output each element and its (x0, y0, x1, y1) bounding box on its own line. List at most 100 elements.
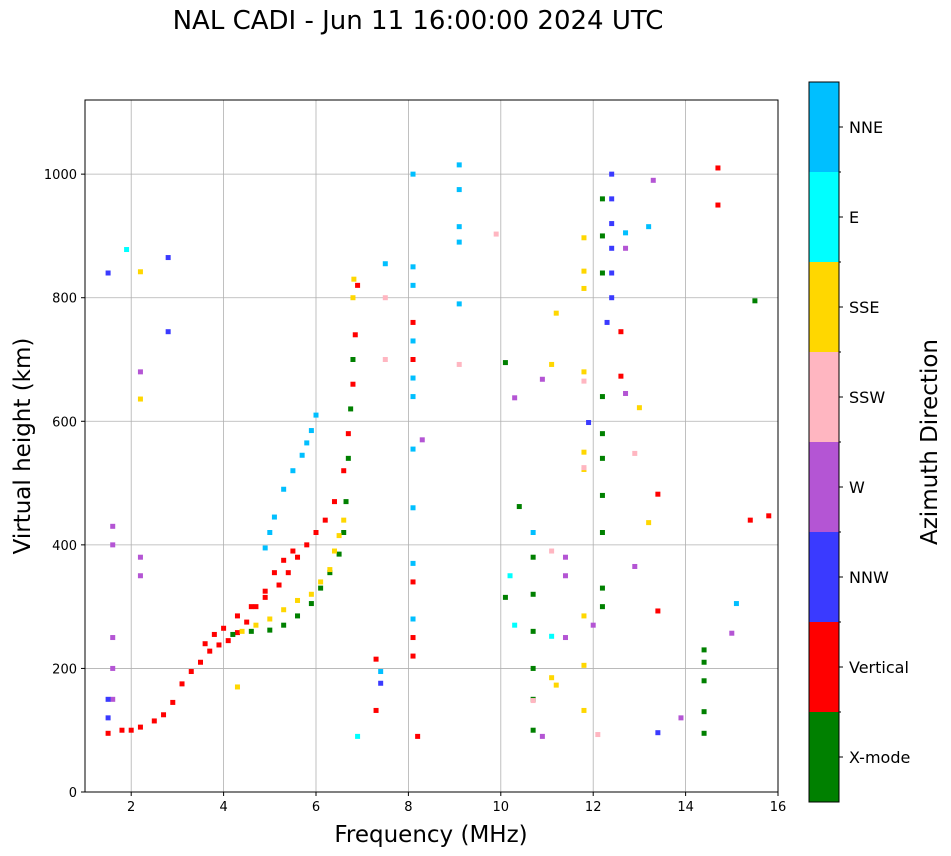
data-point (733, 601, 739, 607)
data-point (747, 517, 753, 523)
data-point (410, 357, 416, 362)
data-point (456, 361, 462, 367)
data-point (373, 656, 379, 662)
data-point (599, 604, 605, 610)
data-point (729, 630, 735, 636)
data-point (295, 554, 301, 560)
data-point (281, 486, 287, 492)
data-point (304, 542, 310, 548)
data-point (410, 635, 416, 641)
data-point (290, 468, 296, 474)
data-point (646, 520, 652, 526)
data-point (355, 282, 361, 288)
colorbar-segment (809, 352, 839, 442)
data-point (267, 616, 273, 622)
colorbar: X-mode Vertical NNW W SSW SSE E NNE (808, 81, 910, 803)
data-point (262, 545, 268, 551)
data-point (562, 554, 568, 560)
colorbar-segment (809, 622, 839, 712)
data-point (211, 631, 217, 637)
data-point (599, 233, 605, 239)
data-point (373, 707, 379, 713)
data-point (128, 727, 134, 733)
data-point (415, 733, 421, 739)
data-point (502, 360, 508, 366)
data-point (271, 514, 277, 520)
data-point (378, 680, 384, 686)
data-point (267, 627, 273, 633)
data-point (345, 431, 351, 437)
data-point (248, 628, 254, 634)
plot-background (85, 100, 778, 792)
data-point (456, 187, 462, 193)
data-point (512, 395, 518, 401)
data-point (655, 730, 661, 736)
data-point (345, 455, 351, 461)
data-point (225, 638, 231, 644)
data-point (382, 261, 388, 267)
data-point (410, 505, 416, 511)
data-point (530, 530, 536, 535)
data-point (318, 579, 324, 585)
data-point (562, 573, 568, 579)
data-point (331, 499, 337, 505)
data-point (599, 530, 605, 535)
data-point (604, 319, 610, 325)
data-point (267, 530, 273, 535)
data-point (581, 449, 587, 455)
data-point (701, 659, 707, 665)
x-tick-label: 2 (127, 800, 135, 815)
data-point (202, 641, 208, 647)
data-point (623, 230, 629, 236)
data-point (701, 647, 707, 653)
data-point (165, 255, 171, 261)
data-point (137, 269, 143, 275)
data-point (290, 548, 296, 554)
colorbar-tick-label: SSW (849, 388, 885, 407)
data-point (308, 591, 314, 597)
data-point (239, 628, 245, 634)
data-point (609, 295, 615, 301)
data-point (336, 533, 342, 539)
data-point (715, 202, 721, 208)
data-point (110, 696, 116, 702)
data-point (281, 557, 287, 563)
data-point (599, 492, 605, 498)
colorbar-segment (809, 442, 839, 532)
data-point (137, 554, 143, 560)
data-point (530, 591, 536, 597)
data-point (410, 375, 416, 381)
data-point (137, 396, 143, 402)
data-point (646, 224, 652, 230)
plot-frame (84, 99, 779, 793)
data-point (581, 268, 587, 274)
data-point (105, 730, 111, 736)
data-point (105, 696, 111, 702)
data-point (234, 684, 240, 690)
data-point (262, 594, 268, 600)
colorbar-tick-label: W (849, 478, 865, 497)
data-point (276, 582, 282, 588)
data-point (295, 597, 301, 603)
data-point (207, 648, 213, 654)
data-point (410, 653, 416, 659)
data-point (198, 659, 203, 665)
data-point (253, 622, 259, 628)
y-tick-label: 0 (69, 786, 77, 801)
data-point (530, 554, 536, 560)
data-point (410, 394, 416, 400)
colorbar-segment (809, 262, 839, 352)
data-point (581, 378, 587, 384)
data-point (581, 707, 587, 713)
x-axis-label: Frequency (MHz) (334, 822, 527, 848)
data-point (530, 727, 536, 733)
data-point (549, 361, 555, 367)
y-axis-label: Virtual height (km) (10, 338, 36, 555)
x-tick-label: 16 (770, 800, 787, 815)
data-point (512, 622, 518, 628)
colorbar-tick-label: NNW (849, 568, 889, 587)
data-point (341, 468, 347, 474)
data-point (623, 245, 629, 251)
data-point (493, 231, 499, 237)
